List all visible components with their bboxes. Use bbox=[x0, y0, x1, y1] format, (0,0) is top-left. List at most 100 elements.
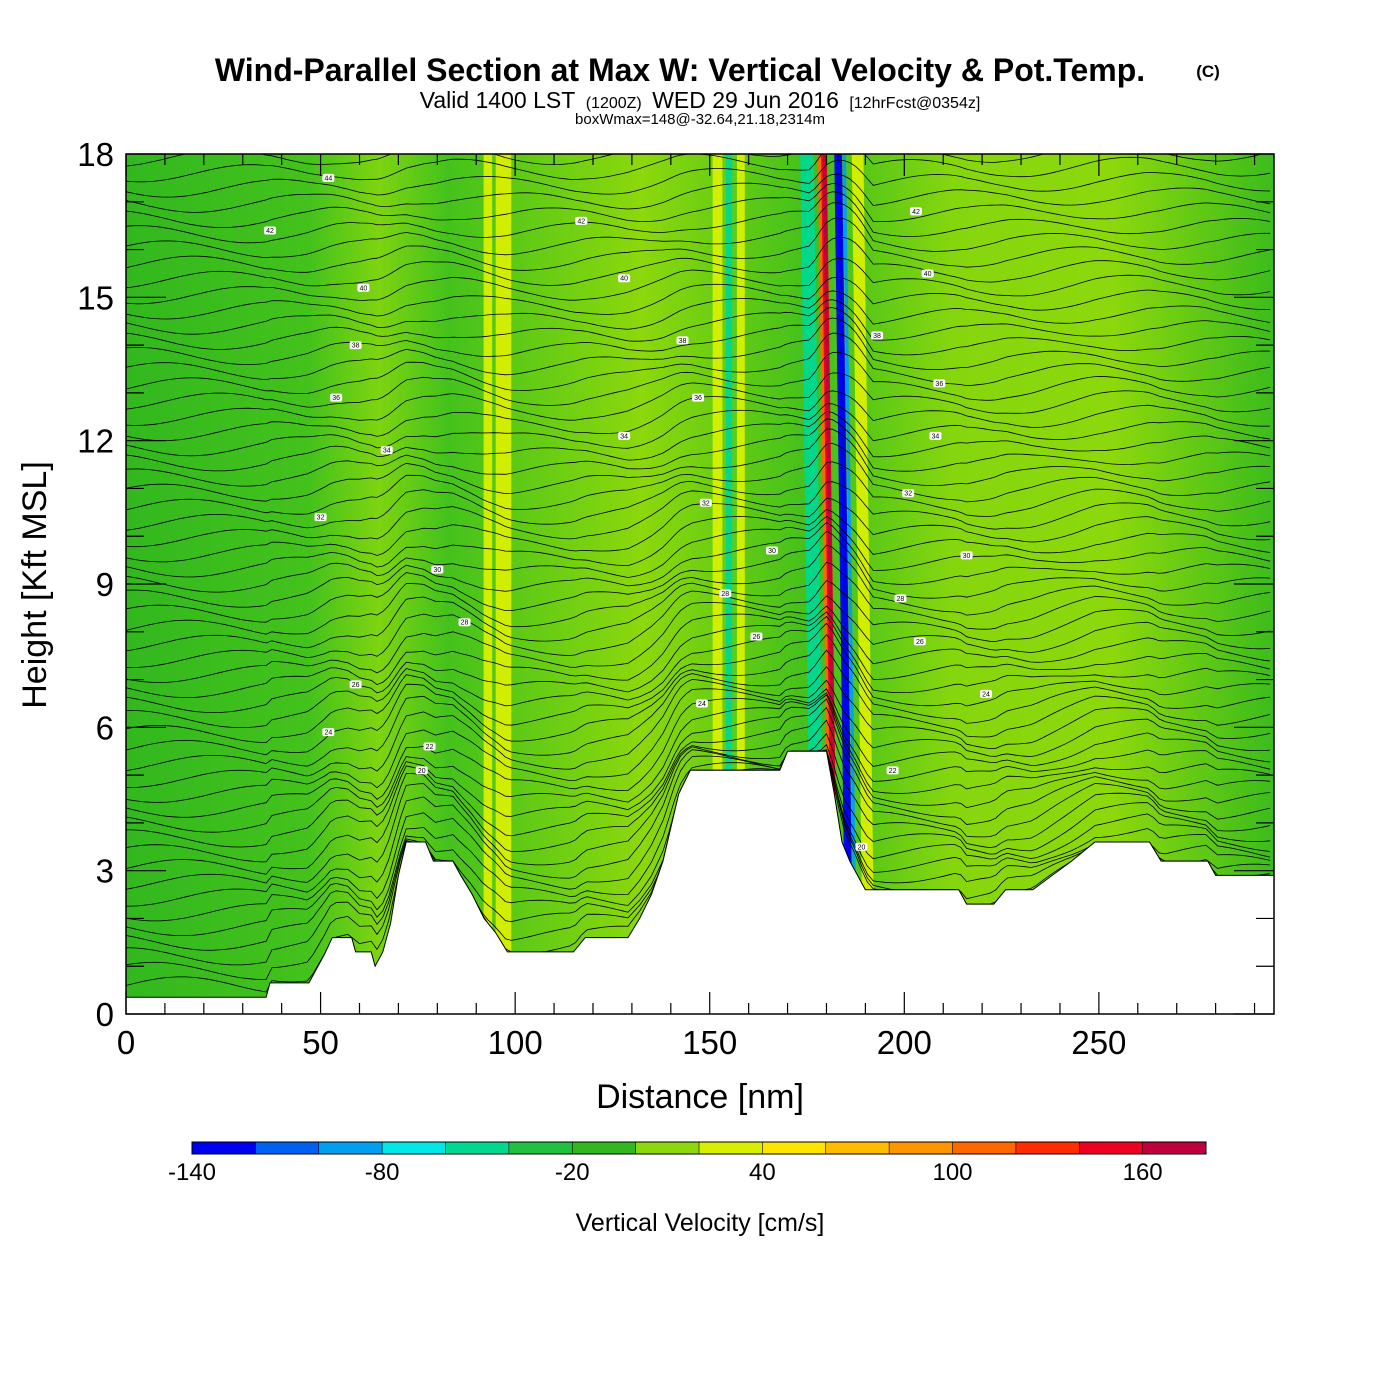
y-tick-label-1: 3 bbox=[96, 853, 114, 890]
x-tick-label-2: 100 bbox=[488, 1024, 543, 1061]
colorbar-tick-label-4: 100 bbox=[932, 1159, 972, 1186]
contour-label-3: 38 bbox=[349, 341, 362, 350]
contour-label-5: 34 bbox=[380, 446, 393, 455]
theta-contour-35 bbox=[126, 411, 1271, 472]
colorbar-swatch-4 bbox=[445, 1142, 510, 1154]
svg-text:34: 34 bbox=[383, 448, 391, 455]
contour-label-7: 30 bbox=[431, 565, 444, 574]
theta-contour-13 bbox=[126, 679, 1271, 803]
y-tick-label-6: 18 bbox=[77, 136, 114, 173]
theta-contour-8 bbox=[126, 706, 1271, 875]
colorbar-swatch-9 bbox=[762, 1142, 827, 1154]
svg-text:36: 36 bbox=[694, 395, 702, 402]
y-axis-label: Height [Kft MSL] bbox=[16, 461, 54, 709]
theta-contour-52 bbox=[126, 173, 1271, 213]
theta-contour-6 bbox=[126, 732, 1271, 907]
colorbar-swatch-14 bbox=[1079, 1142, 1144, 1154]
theta-contour-42 bbox=[126, 307, 1271, 366]
velocity-core-3 bbox=[842, 154, 858, 1014]
svg-text:28: 28 bbox=[897, 596, 905, 603]
chart-subtitle: Valid 1400 LST (1200Z) WED 29 Jun 2016 [… bbox=[420, 87, 981, 113]
theta-contour-27 bbox=[126, 516, 1271, 593]
svg-text:24: 24 bbox=[982, 691, 990, 698]
svg-text:36: 36 bbox=[332, 395, 340, 402]
colorbar-swatch-10 bbox=[825, 1142, 890, 1154]
contour-label-13: 42 bbox=[575, 216, 588, 225]
svg-text:30: 30 bbox=[768, 548, 776, 555]
svg-text:20: 20 bbox=[418, 768, 426, 775]
contour-label-33: 22 bbox=[886, 766, 899, 775]
x-axis-ticks: 0 50 100 150 200 250 bbox=[117, 154, 1256, 1061]
colorbar-tick-label-1: -80 bbox=[365, 1159, 400, 1186]
theta-contour-17 bbox=[126, 622, 1271, 744]
svg-text:42: 42 bbox=[912, 209, 920, 216]
theta-contour-19 bbox=[126, 611, 1271, 714]
contour-label-25: 38 bbox=[871, 331, 884, 340]
colorbar: -140 -80 -20 40 100 160 bbox=[168, 1141, 1207, 1186]
theta-contour-53 bbox=[126, 159, 1271, 198]
theta-contour-5 bbox=[126, 743, 1271, 922]
svg-text:38: 38 bbox=[679, 338, 687, 345]
theta-contour-16 bbox=[126, 634, 1271, 756]
colorbar-swatch-1 bbox=[255, 1142, 320, 1154]
contour-label-12: 20 bbox=[415, 766, 428, 775]
svg-text:34: 34 bbox=[932, 433, 940, 440]
contour-label-18: 32 bbox=[699, 498, 712, 507]
contour-label-22: 24 bbox=[695, 699, 708, 708]
svg-text:40: 40 bbox=[924, 271, 932, 278]
theta-contour-48 bbox=[126, 217, 1271, 273]
contour-label-21: 26 bbox=[750, 632, 763, 641]
contour-label-26: 36 bbox=[933, 379, 946, 388]
theta-contour-38 bbox=[126, 372, 1271, 426]
x-tick-label-1: 50 bbox=[302, 1024, 339, 1061]
theta-contour-49 bbox=[126, 202, 1271, 259]
colorbar-tick-label-0: -140 bbox=[168, 1159, 216, 1186]
contour-label-23: 42 bbox=[909, 207, 922, 216]
x-tick-label-5: 250 bbox=[1071, 1024, 1126, 1061]
colorbar-swatch-11 bbox=[889, 1142, 953, 1154]
contour-label-4: 36 bbox=[330, 393, 343, 402]
colorbar-label: Vertical Velocity [cm/s] bbox=[576, 1209, 825, 1237]
svg-text:24: 24 bbox=[324, 730, 332, 737]
svg-text:38: 38 bbox=[352, 343, 360, 350]
x-tick-label-4: 200 bbox=[877, 1024, 932, 1061]
theta-contour-55 bbox=[126, 154, 1264, 167]
theta-contour-26 bbox=[126, 522, 1271, 608]
svg-text:28: 28 bbox=[461, 620, 469, 627]
velocity-stripe-1 bbox=[495, 154, 512, 1014]
contour-label-20: 28 bbox=[719, 589, 732, 598]
contour-label-24: 40 bbox=[921, 269, 934, 278]
svg-text:26: 26 bbox=[352, 682, 360, 689]
svg-text:22: 22 bbox=[889, 768, 897, 775]
contour-label-1: 42 bbox=[263, 226, 276, 235]
colorbar-swatch-6 bbox=[572, 1142, 637, 1154]
theta-contour-51 bbox=[126, 183, 1271, 229]
svg-text:38: 38 bbox=[873, 333, 881, 340]
theta-contour-44 bbox=[126, 290, 1271, 335]
theta-contour-45 bbox=[126, 276, 1271, 320]
theta-contour-labels: 44 42 40 38 36 34 32 30 28 26 24 22 20 42 40 38 36 34 32 30… bbox=[263, 173, 993, 851]
theta-contour-36 bbox=[126, 403, 1271, 457]
svg-text:20: 20 bbox=[858, 844, 866, 851]
contour-label-0: 44 bbox=[322, 173, 335, 182]
y-tick-label-4: 12 bbox=[77, 423, 114, 460]
velocity-core-2 bbox=[837, 154, 853, 1014]
theta-contour-10 bbox=[126, 694, 1271, 848]
contour-label-17: 34 bbox=[618, 431, 631, 440]
copyright-mark: (C) bbox=[1196, 62, 1220, 81]
colorbar-swatch-0 bbox=[192, 1142, 256, 1154]
colorbar-swatch-5 bbox=[508, 1142, 573, 1154]
theta-contour-43 bbox=[126, 299, 1271, 350]
colorbar-swatch-12 bbox=[952, 1142, 1017, 1154]
y-tick-label-3: 9 bbox=[96, 566, 114, 603]
y-tick-label-2: 6 bbox=[96, 709, 114, 746]
theta-contour-23 bbox=[126, 561, 1271, 652]
contour-label-31: 26 bbox=[913, 637, 926, 646]
colorbar-tick-label-2: -20 bbox=[555, 1159, 590, 1186]
theta-contour-11 bbox=[126, 692, 1271, 833]
velocity-stripe-8 bbox=[851, 154, 876, 1014]
svg-text:24: 24 bbox=[698, 701, 706, 708]
theta-contour-18 bbox=[126, 615, 1271, 728]
theta-contour-32 bbox=[126, 442, 1271, 515]
